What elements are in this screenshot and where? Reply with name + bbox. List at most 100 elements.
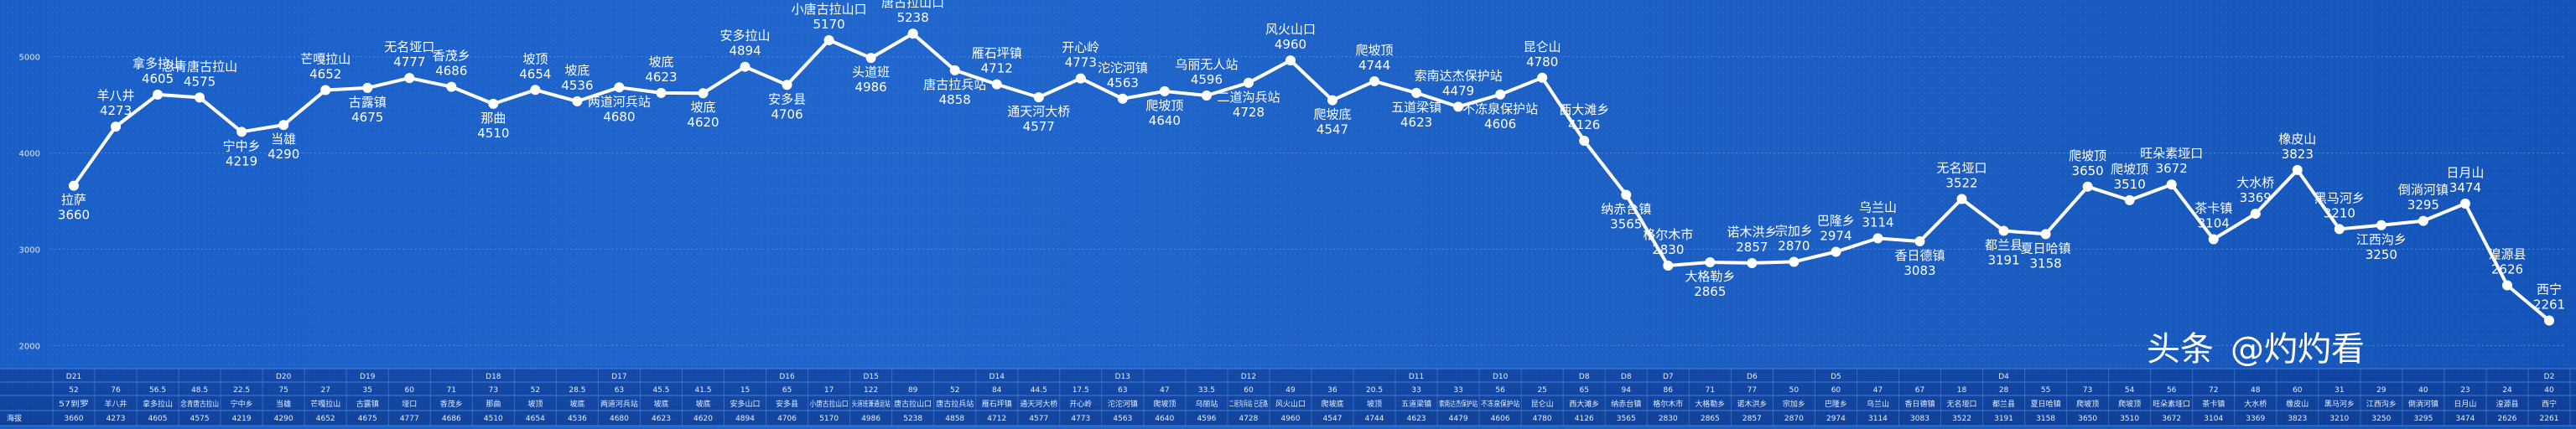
table-place-cell: 旺朵素垭口 [2153,399,2190,409]
table-distance-cell: 48 [2251,386,2261,395]
table-day-cell: D2 [2544,373,2555,381]
table-elevation-cell: 4640 [1155,415,1174,423]
point-name-label: 无名垭口 [1937,160,1987,175]
table-day-cell: D21 [66,373,81,381]
data-point [1243,77,1254,88]
data-point [2166,179,2177,190]
point-name-label: 香茂乡 [433,49,470,64]
table-elevation-cell: 5238 [903,415,922,423]
data-point [2040,229,2051,240]
data-point [1327,95,1338,106]
table-distance-cell: 55 [2041,386,2050,395]
point-value-label: 4858 [939,92,971,107]
point-name-label: 二道沟兵站 [1217,90,1280,105]
table-distance-cell: 60 [405,386,415,395]
table-day-cell: D18 [486,373,501,381]
table-distance-cell: 35 [363,386,372,395]
table-elevation-cell: 4894 [735,415,755,423]
point-name-label: 昆仑山 [1524,39,1561,54]
table-place-cell: 香日德镇 [1904,399,1935,409]
point-name-label: 大格勒乡 [1685,269,1735,284]
point-value-label: 4728 [1233,105,1265,120]
point-name-label: 巴隆乡 [1817,213,1855,228]
table-place-cell: 小唐古拉山口 [810,399,849,409]
point-name-label: 五道梁镇 [1391,100,1441,115]
point-name-label: 羊八井 [97,88,135,103]
table-place-cell: 垭口 [402,399,417,409]
table-day-cell: D17 [611,373,626,381]
point-name-label: 倒淌河镇 [2398,183,2449,198]
point-name-label: 爬坡顶 [1356,43,1394,58]
table-day-cell: D11 [1409,373,1424,381]
table-elevation-cell: 4596 [1197,415,1216,423]
table-distance-cell: 25 [1537,386,1546,395]
table-distance-cell: 60 [1831,386,1841,395]
data-point [865,53,876,64]
table-distance-cell: 76 [111,386,121,395]
point-name-label: 风火山口 [1265,22,1316,37]
data-point [2082,181,2093,192]
table-place-cell: 坡底 [569,399,584,409]
table-distance-cell: 52 [531,386,540,395]
point-name-label: 唐古拉兵站 [923,77,986,92]
table-place-cell: 昆仑山 [1531,399,1554,409]
table-elevation-cell: 4547 [1323,415,1343,423]
table-day-cell: D10 [1493,373,1509,381]
point-name-label: 坡底 [691,100,716,115]
table-distance-cell: 56 [1495,386,1505,395]
data-point [1159,85,1170,96]
point-name-label: 湟源县 [2488,247,2526,262]
table-elevation-cell: 3369 [2246,415,2265,423]
table-distance-cell: 75 [278,386,288,395]
table-distance-cell: 31 [2334,386,2344,395]
point-value-label: 2626 [2491,262,2523,277]
table-place-cell: 纳赤台镇 [1611,399,1641,409]
data-point [362,82,373,93]
data-point [2334,224,2345,235]
data-point [2250,209,2261,220]
table-elevation-cell: 2974 [1826,415,1846,423]
point-value-label: 5170 [813,17,845,32]
point-name-label: 不冻泉保护站 [1462,101,1538,116]
point-value-label: 4686 [435,64,467,79]
y-tick-label: 3000 [19,246,40,256]
table-elevation-cell: 4290 [274,415,293,423]
table-distance-cell: 41.5 [694,386,711,395]
table-elevation-cell: 3474 [2455,415,2475,423]
table-place-cell: 安多山口 [730,399,761,409]
point-value-label: 2830 [1652,242,1684,257]
point-name-label: 西大滩乡 [1559,102,1609,117]
table-place-cell: 拿多拉山 [143,399,173,409]
table-place-cell: 坡底 [696,399,711,409]
data-point [2292,164,2303,175]
table-place-cell: 通天河大桥 [1020,399,1057,409]
data-point [1579,136,1590,147]
table-place-cell: 大水桥 [2244,399,2267,409]
point-name-label: 索南达杰保护站 [1415,68,1503,83]
table-distance-cell: 84 [992,386,1002,395]
data-point [2459,198,2470,209]
table-place-cell: 坡顶 [527,399,543,409]
table-place-cell: 开心岭 [1069,399,1092,409]
table-distance-cell: 73 [2083,386,2092,395]
data-point [1998,225,2009,236]
data-point [1956,194,1967,204]
table-elevation-cell: 2857 [1742,415,1762,423]
table-distance-cell: 15 [740,386,750,395]
point-name-label: 爬坡顶 [1145,98,1183,113]
table-place-cell: 格尔木市 [1653,399,1683,409]
table-place-cell: 日月山 [2454,400,2476,409]
point-name-label: 坡底 [564,63,589,78]
point-name-label: 古露镇 [349,95,387,110]
table-place-cell: 唐古拉山口 [894,399,932,409]
table-place-cell: 爬坡顶 [2076,399,2099,409]
point-name-label: 安多拉山 [720,28,771,44]
point-name-label: 开心岭 [1062,40,1099,55]
point-name-label: 芒嘎拉山 [300,52,351,67]
data-point [2544,315,2554,326]
watermark-brand: 头条 [2147,330,2214,369]
table-place-cell: 头道班兼通运站 [852,399,891,409]
table-elevation-cell: 2626 [2498,415,2517,423]
